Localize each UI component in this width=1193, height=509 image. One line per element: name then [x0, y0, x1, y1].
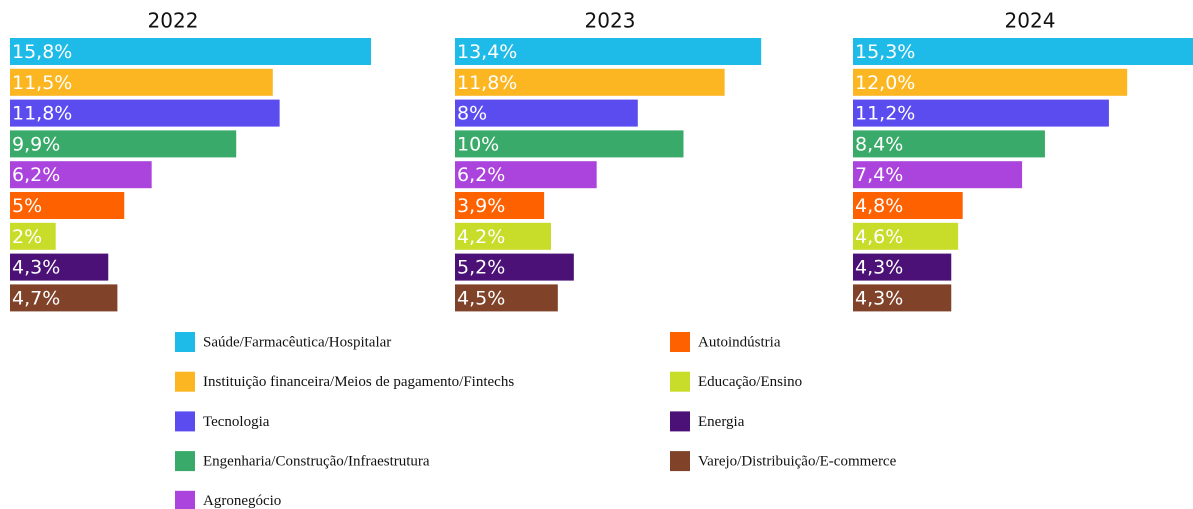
bar [455, 99, 638, 127]
legend-label: Tecnologia [203, 414, 270, 430]
value-label: 6,2% [457, 164, 505, 186]
legend-swatch [175, 332, 195, 352]
value-label: 4,6% [855, 226, 903, 248]
bar [853, 192, 963, 219]
value-label: 4,8% [855, 195, 903, 217]
legend-swatch [175, 371, 195, 392]
legend-label: Engenharia/Construção/Infraestrutura [203, 454, 430, 470]
bar [455, 68, 725, 96]
value-label: 3,9% [457, 195, 505, 217]
bar [10, 38, 372, 65]
panel-title: 2023 [585, 9, 636, 33]
value-label: 5,2% [457, 257, 505, 279]
value-label: 8,4% [855, 133, 903, 155]
bar [853, 130, 1045, 158]
value-label: 4,3% [855, 257, 903, 279]
legend-swatch [670, 332, 690, 352]
bar [10, 161, 152, 189]
legend-swatch [670, 371, 690, 392]
value-label: 15,8% [12, 41, 72, 63]
value-label: 8% [457, 103, 487, 125]
value-label: 7,4% [855, 164, 903, 186]
bar [853, 99, 1109, 127]
value-label: 10% [457, 133, 499, 155]
legend-swatch [670, 411, 690, 432]
value-label: 6,2% [12, 164, 60, 186]
value-label: 4,5% [457, 287, 505, 309]
legend-label: Varejo/Distribuição/E-commerce [698, 454, 897, 470]
value-label: 11,2% [855, 103, 915, 125]
bar [10, 130, 237, 158]
value-label: 13,4% [457, 41, 517, 63]
value-label: 2% [12, 226, 42, 248]
bar [10, 222, 56, 250]
value-label: 4,3% [12, 257, 60, 279]
bar [853, 68, 1128, 96]
legend-swatch [175, 451, 195, 472]
legend-label: Autoindústria [698, 334, 781, 350]
bar [853, 222, 959, 250]
value-label: 9,9% [12, 133, 60, 155]
legend-label: Saúde/Farmacêutica/Hospitalar [203, 334, 391, 350]
value-label: 5% [12, 195, 42, 217]
bar [455, 38, 762, 65]
bar [455, 130, 684, 158]
bar [853, 284, 952, 312]
bar [455, 222, 551, 250]
bar [455, 161, 597, 189]
legend-label: Energia [698, 414, 745, 430]
bar [853, 161, 1023, 189]
legend-swatch [175, 490, 195, 509]
bar [10, 253, 109, 281]
legend-label: Agronegócio [203, 493, 281, 509]
legend-swatch [670, 451, 690, 472]
bar [853, 253, 952, 281]
value-label: 4,7% [12, 287, 60, 309]
value-label: 4,3% [855, 287, 903, 309]
bar [10, 284, 118, 312]
bar [10, 99, 280, 127]
value-label: 15,3% [855, 41, 915, 63]
bar [455, 284, 558, 312]
panel-title: 2022 [148, 9, 199, 33]
value-label: 12,0% [855, 72, 915, 94]
bar [455, 253, 574, 281]
value-label: 11,8% [12, 103, 72, 125]
bar [455, 192, 545, 219]
value-label: 11,8% [457, 72, 517, 94]
panel-title: 2024 [1005, 9, 1056, 33]
value-label: 4,2% [457, 226, 505, 248]
bar [10, 68, 273, 96]
bar [853, 38, 1193, 65]
legend-label: Instituição financeira/Meios de pagament… [203, 374, 514, 390]
legend-swatch [175, 411, 195, 432]
legend-label: Educação/Ensino [698, 374, 802, 390]
bar [10, 192, 125, 219]
value-label: 11,5% [12, 72, 72, 94]
